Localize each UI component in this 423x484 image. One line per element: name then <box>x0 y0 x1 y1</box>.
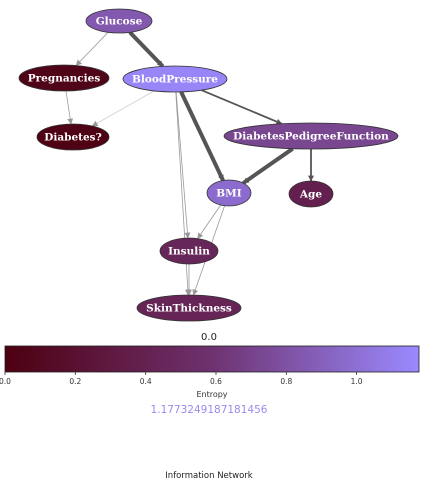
node-pregnancies-label: Pregnancies <box>28 73 101 85</box>
node-age-shape <box>288 180 334 208</box>
node-bmi-shape <box>206 179 252 207</box>
colorbar-axis-title: Entropy <box>196 390 227 399</box>
node-glucose-shape <box>85 8 153 34</box>
node-skinthickness: SkinThickness <box>136 294 242 322</box>
edge-bloodpressure-to-bmi <box>179 91 225 182</box>
colorbar-tick-label: 0.6 <box>210 377 222 386</box>
node-dpf-shape <box>223 122 399 150</box>
node-age-label: Age <box>299 189 322 201</box>
figure-caption: Information Network <box>165 471 252 481</box>
edge-dpf-to-bmi <box>242 147 294 185</box>
node-bloodpressure-shape <box>122 65 228 93</box>
edge-bloodpressure-to-diabetes <box>91 90 155 127</box>
node-bloodpressure-label: BloodPressure <box>132 74 218 86</box>
colorbar-tick-label: 0.2 <box>69 377 81 386</box>
node-diabetes-shape <box>36 123 110 151</box>
node-bmi-label: BMI <box>216 188 241 200</box>
colorbar-tick-label: 1.0 <box>351 377 363 386</box>
node-pregnancies: Pregnancies <box>18 64 110 92</box>
edge-bmi-to-insulin <box>197 204 222 240</box>
edge-bloodpressure-to-dpf <box>201 89 283 125</box>
edges-layer <box>65 30 314 296</box>
node-insulin-label: Insulin <box>168 246 210 258</box>
colorbar-ticks: 0.0 0.2 0.4 0.6 0.8 1.0 <box>0 372 363 386</box>
edge-bloodpressure-to-insulin <box>175 91 191 239</box>
node-age: Age <box>288 180 334 208</box>
entropy-colorbar: 0.0 0.0 0.2 0.4 0.6 0.8 1.0 Entropy 1.1773249… <box>0 332 420 416</box>
node-dpf: DiabetesPedigreeFunction <box>223 122 399 150</box>
colorbar-gradient <box>4 345 420 373</box>
colorbar-tick-label: 0.8 <box>280 377 292 386</box>
colorbar-tick-label: 0.0 <box>0 377 11 386</box>
colorbar-min-value: 0.0 <box>201 332 217 343</box>
node-skinthickness-label: SkinThickness <box>146 303 232 315</box>
node-glucose: Glucose <box>85 8 153 34</box>
nodes-layer: Glucose Pregnancies BloodPressure Diabetes?… <box>18 8 399 322</box>
node-bmi: BMI <box>206 179 252 207</box>
edge-glucose-to-bloodpressure <box>128 30 165 68</box>
edge-glucose-to-pregnancies <box>75 32 109 66</box>
colorbar-max-value: 1.1773249187181456 <box>151 404 268 416</box>
node-insulin: Insulin <box>159 237 219 265</box>
node-bloodpressure: BloodPressure <box>122 65 228 93</box>
node-diabetes-label: Diabetes? <box>44 132 102 144</box>
node-diabetes: Diabetes? <box>36 123 110 151</box>
edge-pregnancies-to-diabetes <box>65 90 74 125</box>
node-glucose-label: Glucose <box>96 16 143 28</box>
node-dpf-label: DiabetesPedigreeFunction <box>233 131 389 143</box>
colorbar-tick-label: 0.4 <box>140 377 152 386</box>
edge-bloodpressure-to-skinthickness <box>175 91 191 296</box>
node-skinthickness-shape <box>136 294 242 322</box>
node-pregnancies-shape <box>18 64 110 92</box>
node-insulin-shape <box>159 237 219 265</box>
